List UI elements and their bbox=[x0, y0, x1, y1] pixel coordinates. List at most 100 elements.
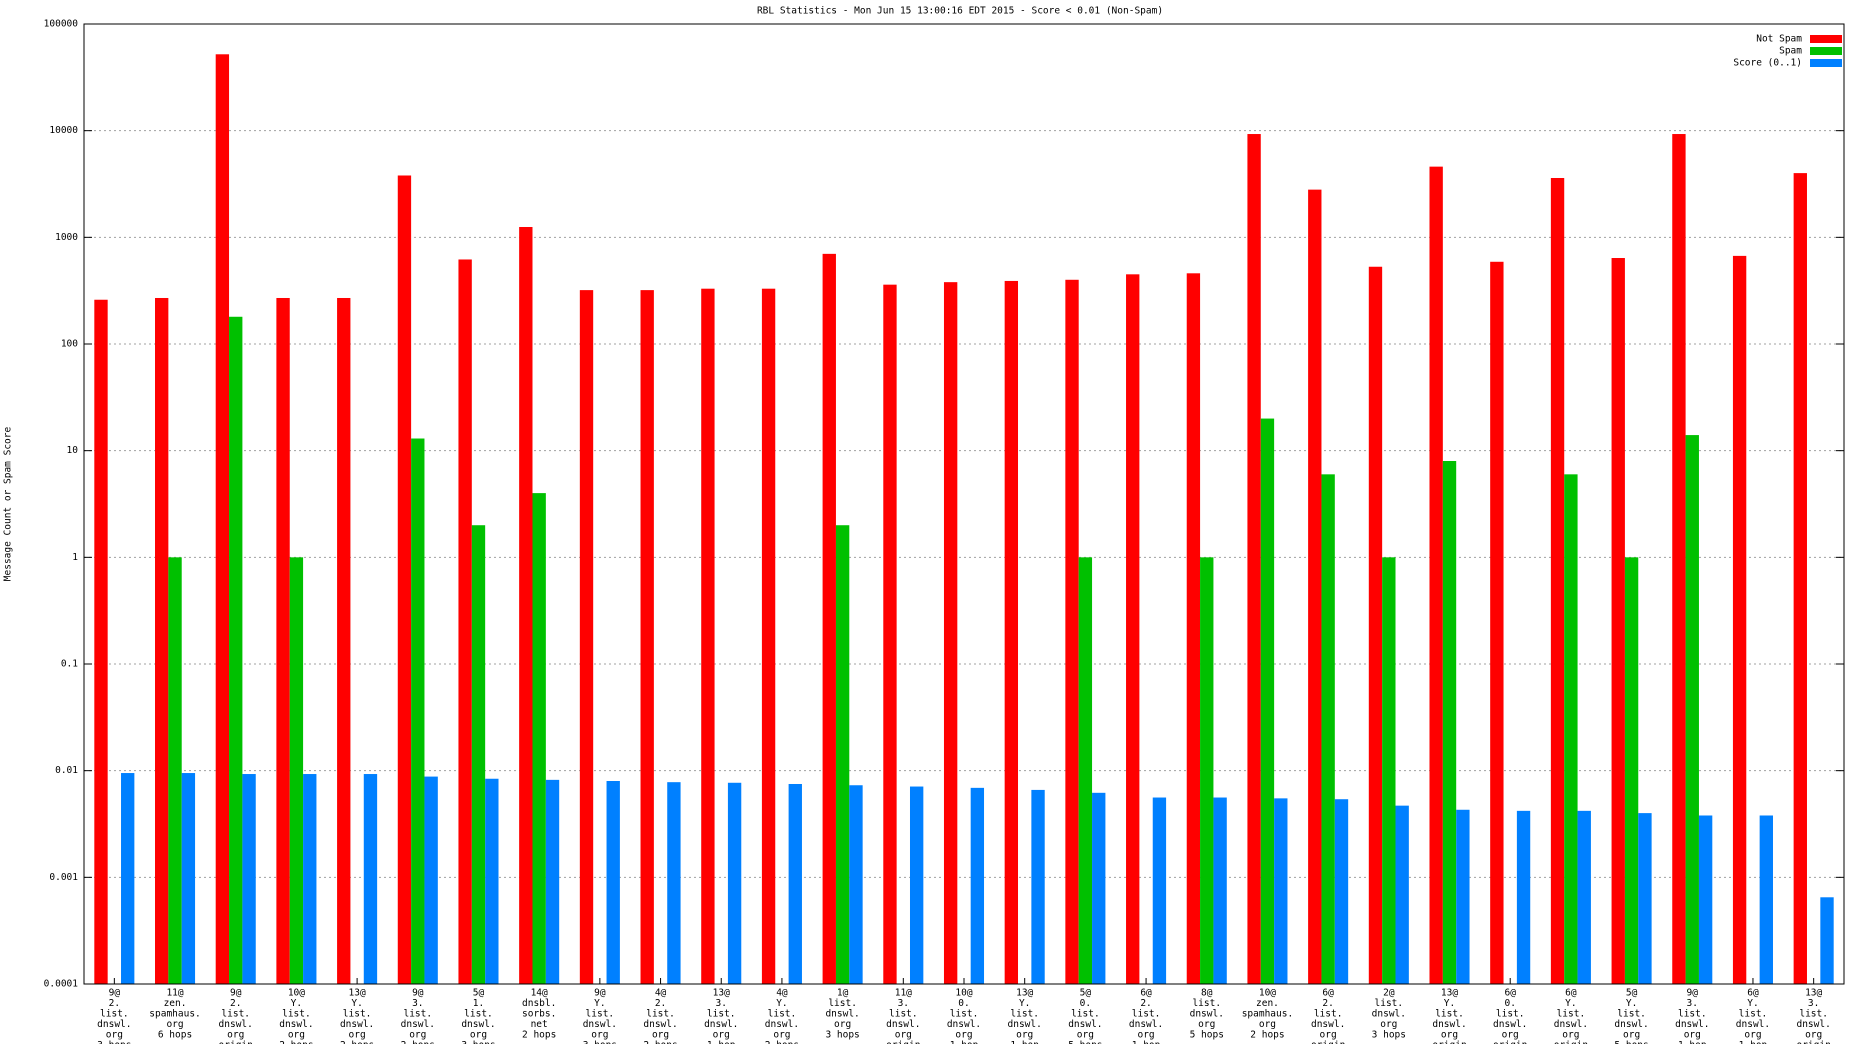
x-tick-label: org bbox=[1259, 1019, 1276, 1030]
bar bbox=[94, 299, 108, 984]
x-tick-label: 3 hops bbox=[825, 1030, 859, 1041]
x-tick-label: org bbox=[1198, 1019, 1215, 1030]
x-tick-label: dnswl. bbox=[886, 1019, 920, 1030]
x-tick-label: dnswl. bbox=[219, 1019, 253, 1030]
bar bbox=[1550, 177, 1565, 985]
x-tick-label: Y. bbox=[1019, 998, 1030, 1009]
y-tick-label: 0.001 bbox=[49, 872, 78, 883]
x-tick-label: dnswl. bbox=[947, 1019, 981, 1030]
bar bbox=[1442, 461, 1457, 984]
x-tick-label: 2@ bbox=[1383, 988, 1395, 999]
bar bbox=[1031, 789, 1045, 984]
bar bbox=[761, 288, 776, 984]
bar bbox=[579, 290, 594, 985]
x-tick-label: 5 hops bbox=[1614, 1040, 1648, 1044]
bar bbox=[1092, 792, 1106, 984]
x-tick-label: list. bbox=[221, 1009, 250, 1020]
x-tick-label: origin bbox=[1796, 1040, 1830, 1044]
x-tick-label: org bbox=[1623, 1030, 1640, 1041]
bar bbox=[1274, 798, 1288, 984]
bar bbox=[970, 787, 985, 984]
bar bbox=[835, 525, 850, 984]
x-tick-label: list. bbox=[768, 1009, 797, 1020]
x-tick-label: list. bbox=[1678, 1009, 1707, 1020]
x-tick-label: 3 hops bbox=[461, 1040, 495, 1044]
legend-swatch bbox=[1810, 59, 1842, 67]
x-tick-label: dnswl. bbox=[1311, 1019, 1345, 1030]
x-tick-label: 13@ bbox=[1805, 988, 1822, 999]
legend-label: Spam bbox=[1779, 46, 1802, 57]
bar bbox=[1698, 815, 1713, 984]
x-tick-label: 3. bbox=[1808, 998, 1819, 1009]
bar bbox=[1624, 557, 1639, 984]
x-tick-label: 8@ bbox=[1201, 988, 1213, 999]
legend-label: Not Spam bbox=[1756, 34, 1802, 45]
x-tick-label: 4@ bbox=[655, 988, 667, 999]
y-tick-label: 100 bbox=[61, 339, 78, 350]
x-tick-label: Y. bbox=[1626, 998, 1637, 1009]
x-tick-label: list. bbox=[1799, 1009, 1828, 1020]
x-tick-label: origin bbox=[1432, 1040, 1466, 1044]
bar bbox=[471, 525, 486, 984]
bar bbox=[1382, 557, 1396, 984]
x-tick-label: org bbox=[591, 1030, 608, 1041]
x-tick-label: 1 hop bbox=[1739, 1040, 1768, 1044]
bar bbox=[909, 786, 924, 984]
x-tick-label: origin bbox=[1311, 1040, 1345, 1044]
bar bbox=[1126, 274, 1140, 985]
y-tick-label: 1000 bbox=[55, 232, 78, 243]
x-tick-label: list. bbox=[282, 1009, 311, 1020]
x-tick-label: org bbox=[1077, 1030, 1094, 1041]
x-tick-label: list. bbox=[586, 1009, 615, 1020]
x-tick-label: 3 hops bbox=[1372, 1030, 1406, 1041]
bar bbox=[229, 316, 243, 984]
y-tick-label: 100000 bbox=[44, 19, 79, 30]
x-tick-label: list. bbox=[1192, 998, 1221, 1009]
bar bbox=[532, 493, 546, 984]
x-tick-label: list. bbox=[1132, 1009, 1161, 1020]
x-tick-label: 13@ bbox=[1016, 988, 1033, 999]
x-tick-label: 11@ bbox=[895, 988, 912, 999]
bar bbox=[1490, 261, 1504, 985]
x-tick-label: dnswl. bbox=[1493, 1019, 1527, 1030]
x-tick-label: origin bbox=[1554, 1040, 1588, 1044]
x-tick-label: 2. bbox=[1322, 998, 1333, 1009]
bar bbox=[788, 783, 802, 984]
x-tick-label: dnswl. bbox=[97, 1019, 131, 1030]
bar bbox=[397, 175, 412, 984]
x-tick-label: Y. bbox=[594, 998, 605, 1009]
x-tick-label: list. bbox=[646, 1009, 675, 1020]
x-tick-label: dnswl. bbox=[340, 1019, 374, 1030]
bar bbox=[883, 284, 897, 984]
bar bbox=[1334, 799, 1349, 984]
y-tick-label: 0.1 bbox=[61, 659, 78, 670]
x-tick-label: 6@ bbox=[1140, 988, 1152, 999]
x-tick-label: 6@ bbox=[1747, 988, 1759, 999]
bar bbox=[155, 297, 169, 984]
bar bbox=[519, 226, 533, 984]
bar bbox=[303, 774, 317, 984]
x-tick-label: org bbox=[1380, 1019, 1397, 1030]
bar bbox=[458, 259, 472, 984]
x-tick-label: org bbox=[1744, 1030, 1761, 1041]
x-tick-label: dnswl. bbox=[1614, 1019, 1648, 1030]
x-tick-label: dnswl. bbox=[704, 1019, 738, 1030]
x-tick-label: dnswl. bbox=[1554, 1019, 1588, 1030]
bar bbox=[1395, 805, 1409, 984]
x-tick-label: org bbox=[895, 1030, 912, 1041]
x-tick-label: dnswl. bbox=[279, 1019, 313, 1030]
bar bbox=[606, 781, 620, 984]
x-tick-label: dnsbl. bbox=[522, 998, 556, 1009]
x-tick-label: org bbox=[652, 1030, 669, 1041]
x-tick-label: 1 hop bbox=[1132, 1040, 1161, 1044]
x-tick-label: Y. bbox=[776, 998, 787, 1009]
x-tick-label: 4@ bbox=[776, 988, 788, 999]
bar bbox=[667, 782, 681, 984]
x-tick-label: list. bbox=[1557, 1009, 1586, 1020]
bar bbox=[215, 54, 230, 985]
bar bbox=[1200, 557, 1214, 984]
bar bbox=[424, 776, 438, 984]
x-tick-label: 9@ bbox=[412, 988, 424, 999]
x-tick-label: org bbox=[1502, 1030, 1519, 1041]
bar bbox=[181, 773, 196, 984]
